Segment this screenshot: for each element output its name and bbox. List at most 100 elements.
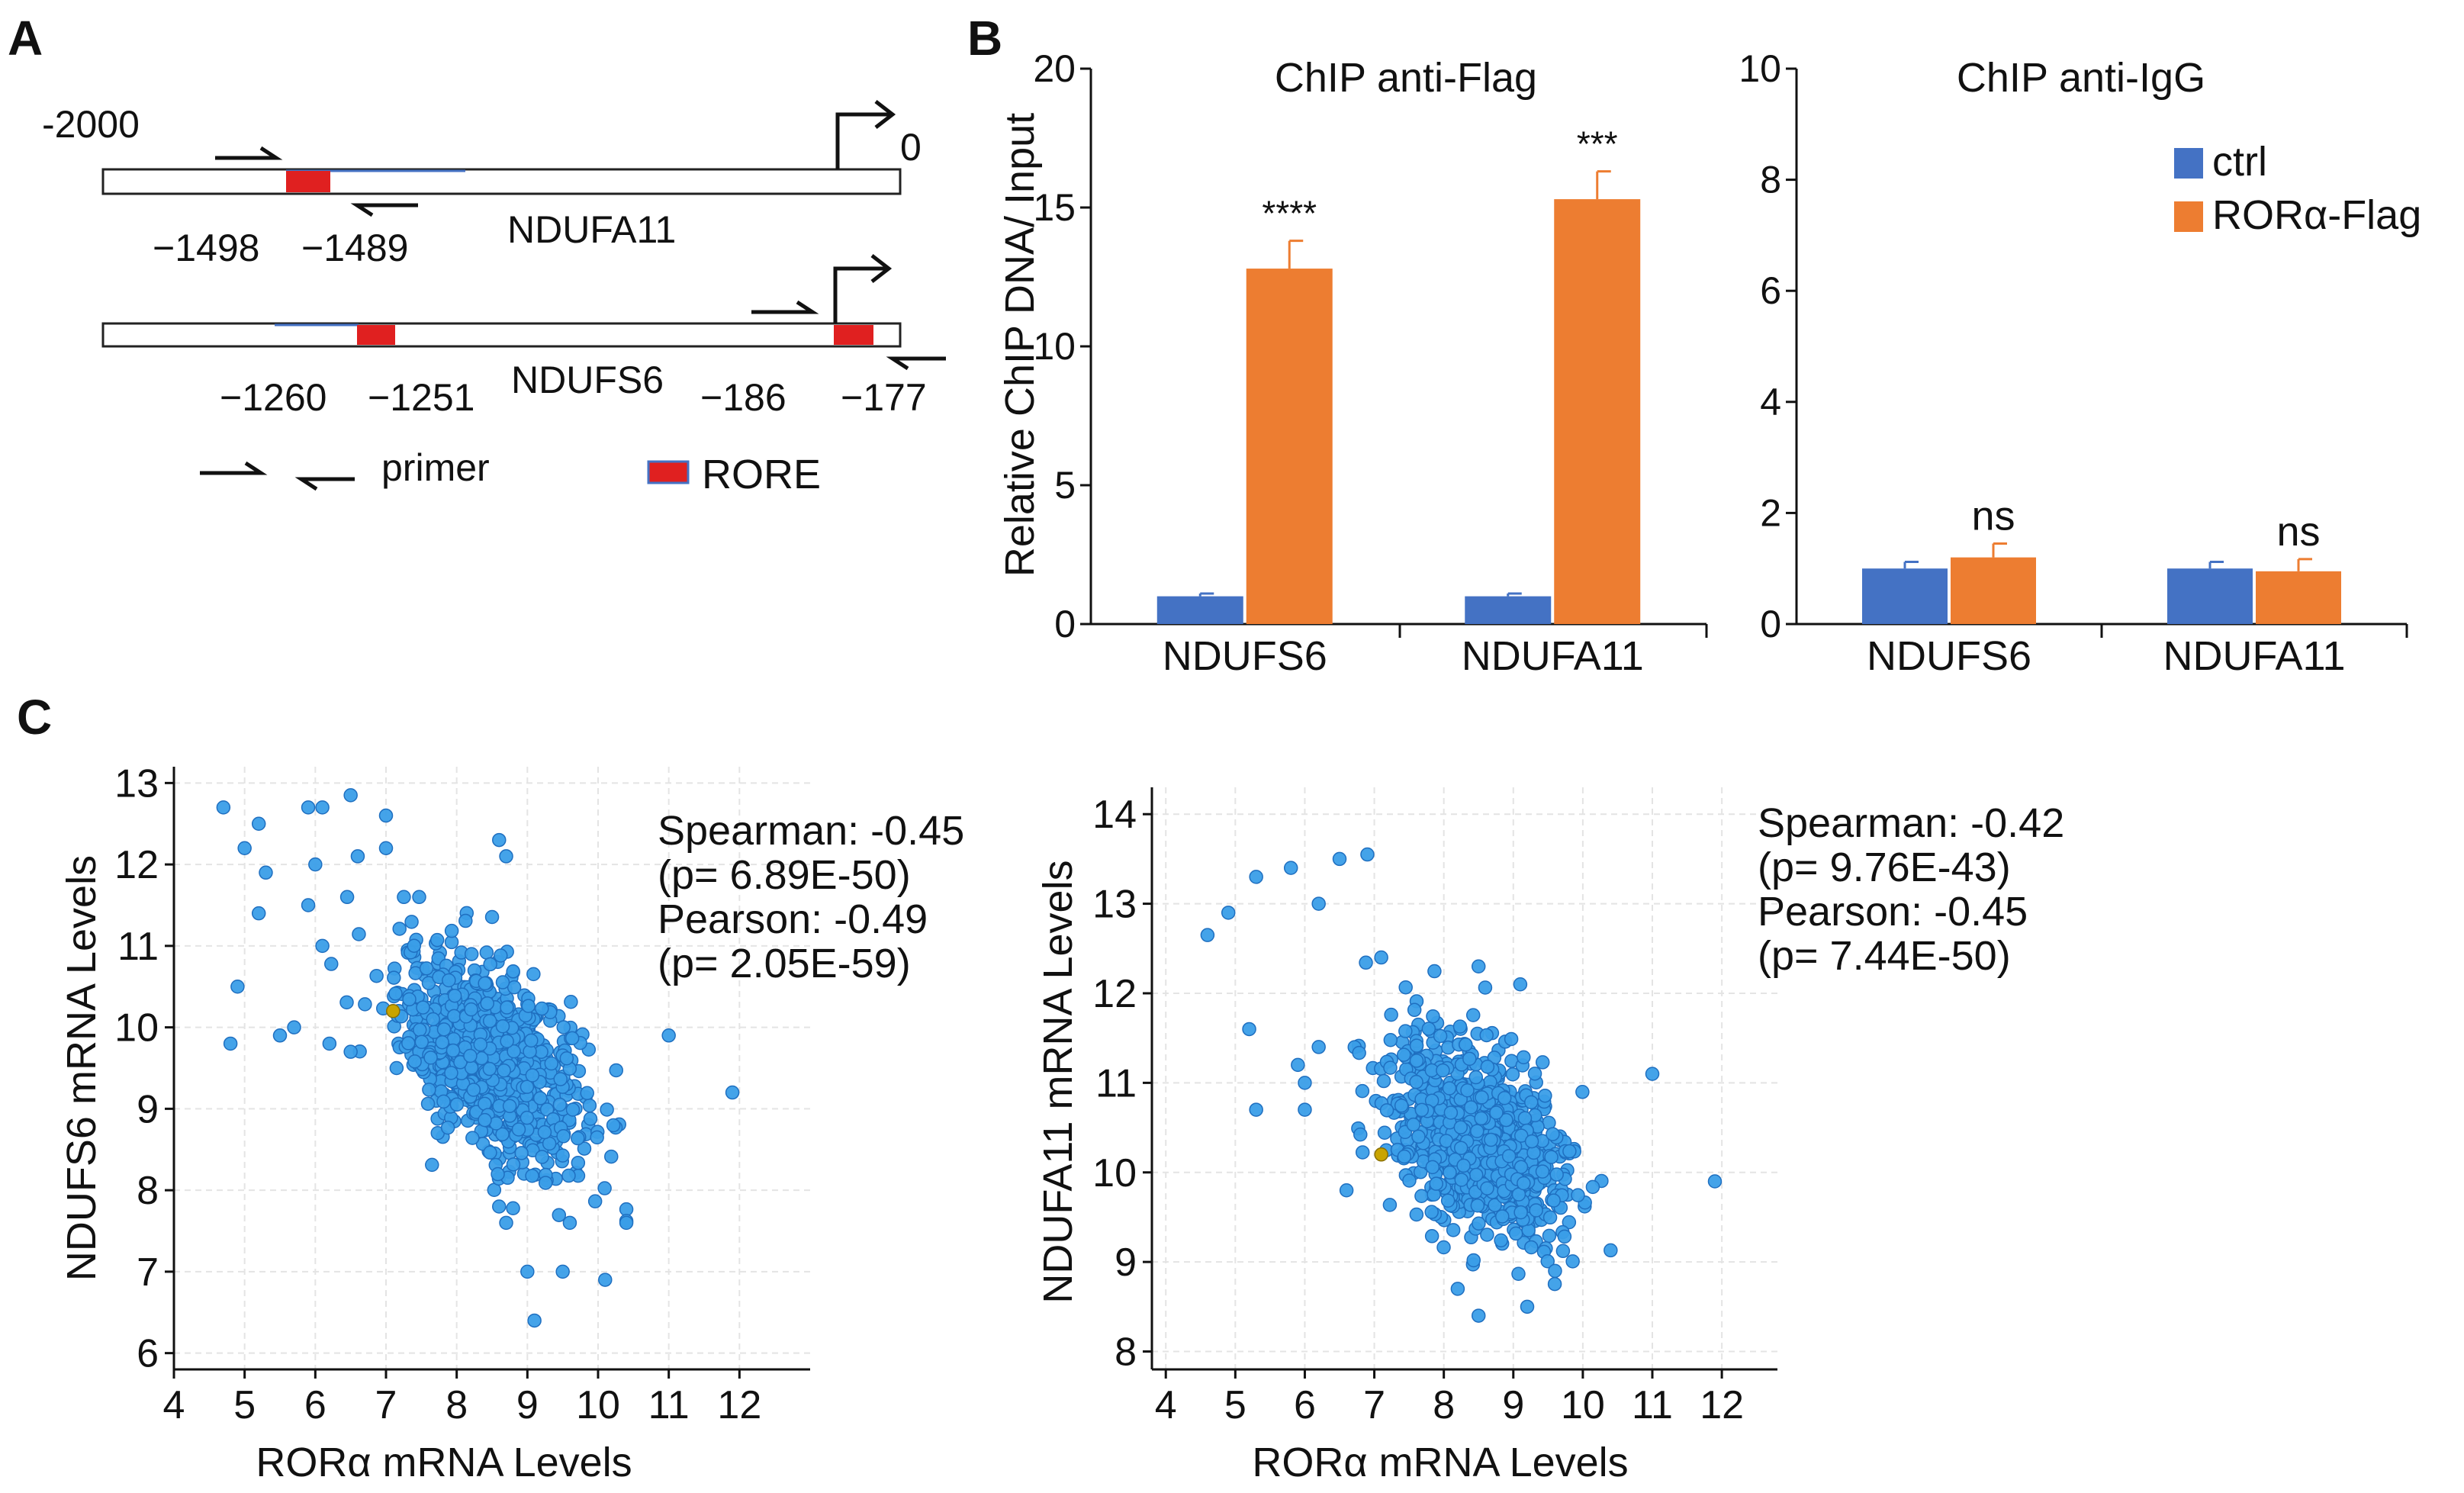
ndufa11-scatter-xlabel: RORα mRNA Levels [1252, 1440, 1628, 1485]
scatter-point [1451, 1282, 1464, 1295]
ndufs6-rore-box-1 [357, 325, 395, 345]
scatter-point [474, 1038, 487, 1051]
scatter-point [581, 1086, 593, 1099]
scatter-point [302, 899, 315, 912]
scatter-point [325, 957, 338, 970]
scatter-point [528, 1314, 541, 1327]
scatter-point [478, 977, 491, 989]
scatter-point [359, 998, 372, 1011]
panel-label-b: B [967, 11, 1002, 66]
scatter-point [1410, 1076, 1423, 1089]
scatter-point [1514, 1206, 1527, 1219]
ndufs6-rore2-pos-1: −186 [700, 376, 786, 419]
scatter-point [1503, 1150, 1516, 1163]
scatter-point [1475, 1091, 1488, 1104]
scatter-point [1498, 1092, 1511, 1105]
scatter-point [1507, 1068, 1520, 1081]
y-tick-label: 2 [1760, 491, 1781, 534]
ndufa11-start-label: -2000 [42, 103, 140, 146]
scatter-point [422, 1097, 435, 1110]
scatter-point [1428, 965, 1441, 978]
scatter-point [380, 809, 393, 822]
ndufs6-spearman: Spearman: -0.45 [658, 808, 964, 854]
scatter-point [497, 1064, 510, 1077]
scatter-point [522, 999, 535, 1012]
y-tick-label: 13 [1092, 883, 1137, 927]
scatter-point [557, 1021, 570, 1034]
scatter-point [403, 993, 416, 1006]
ndufa11-promoter-bar [103, 169, 900, 194]
scatter-point [413, 890, 426, 903]
legend-rore-label: RORE [702, 452, 821, 497]
ndufs6-tss-arrow-icon [835, 256, 889, 323]
scatter-point [316, 801, 329, 814]
scatter-point [1412, 1130, 1425, 1143]
scatter-point [344, 789, 357, 802]
scatter-point [1312, 1041, 1325, 1054]
panel-a-promoter-diagram: A -2000 0 −1498 −1489 NDUFA11 −1260 −125… [8, 11, 946, 497]
scatter-point [1646, 1067, 1659, 1080]
scatter-point [465, 948, 478, 960]
scatter-point [553, 1098, 566, 1111]
ndufs6-rore-box-2 [834, 325, 873, 345]
scatter-point [1526, 1135, 1539, 1148]
scatter-point [1426, 1230, 1439, 1243]
scatter-point [620, 1203, 633, 1216]
x-tick-label: 11 [1632, 1383, 1673, 1427]
scatter-point [1525, 1240, 1538, 1253]
scatter-point [1544, 1211, 1557, 1224]
x-tick-label: 11 [648, 1383, 690, 1427]
scatter-point [1381, 1104, 1394, 1117]
ndufa11-rore-pos-2: −1489 [301, 227, 408, 269]
scatter-point [351, 850, 364, 863]
scatter-point [1422, 1022, 1435, 1035]
scatter-point [481, 997, 494, 1010]
scatter-point [1395, 1099, 1408, 1112]
scatter-point [563, 1216, 576, 1229]
scatter-point [389, 987, 402, 1000]
scatter-point [1411, 1039, 1423, 1052]
scatter-point [526, 1069, 539, 1082]
scatter-point [436, 1036, 449, 1049]
scatter-point [1340, 1184, 1353, 1197]
scatter-point [1361, 848, 1374, 861]
y-tick-label: 8 [137, 1169, 159, 1213]
ndufs6-rore1-pos-2: −1251 [368, 376, 474, 419]
y-tick-label: 13 [114, 761, 159, 806]
scatter-point [238, 841, 251, 854]
scatter-point [1586, 1180, 1599, 1193]
bar-ror-flag [1554, 199, 1640, 624]
scatter-point [302, 801, 315, 814]
scatter-point [1542, 1229, 1555, 1242]
y-tick-label: 11 [1095, 1061, 1137, 1105]
legend-ctrl-swatch [2174, 148, 2203, 179]
scatter-point [253, 817, 265, 830]
scatter-point [662, 1029, 675, 1042]
scatter-point [497, 1020, 510, 1033]
ndufs6-pearson: Pearson: -0.49 [658, 896, 928, 942]
scatter-point [484, 1146, 497, 1159]
ndufs6-pearson-p: (p= 2.05E-59) [658, 941, 911, 986]
scatter-point [1459, 1038, 1472, 1051]
scatter-point [599, 1273, 612, 1286]
scatter-point [1550, 1168, 1563, 1181]
scatter-point [309, 858, 322, 871]
scatter-point [1546, 1128, 1559, 1141]
scatter-point [431, 934, 444, 947]
scatter-point [1494, 1234, 1507, 1247]
scatter-point [1399, 1025, 1412, 1038]
scatter-point [1549, 1278, 1562, 1291]
figure: A -2000 0 −1498 −1489 NDUFA11 −1260 −125… [0, 0, 2464, 1493]
scatter-point [726, 1086, 739, 1099]
scatter-point [1222, 906, 1235, 919]
ndufs6-scatter-xlabel: RORα mRNA Levels [256, 1440, 632, 1485]
scatter-point [323, 1037, 336, 1050]
y-tick-label: 20 [1033, 47, 1076, 90]
scatter-point [259, 866, 272, 879]
scatter-point [1443, 1082, 1456, 1095]
chip-flag-chart: ChIP anti-Flag Relative ChIP DNA/ Input … [997, 47, 1706, 679]
x-tick-label: 10 [1561, 1383, 1605, 1427]
scatter-point [466, 1131, 479, 1144]
scatter-point [438, 1023, 451, 1036]
scatter-point [1378, 1126, 1391, 1139]
